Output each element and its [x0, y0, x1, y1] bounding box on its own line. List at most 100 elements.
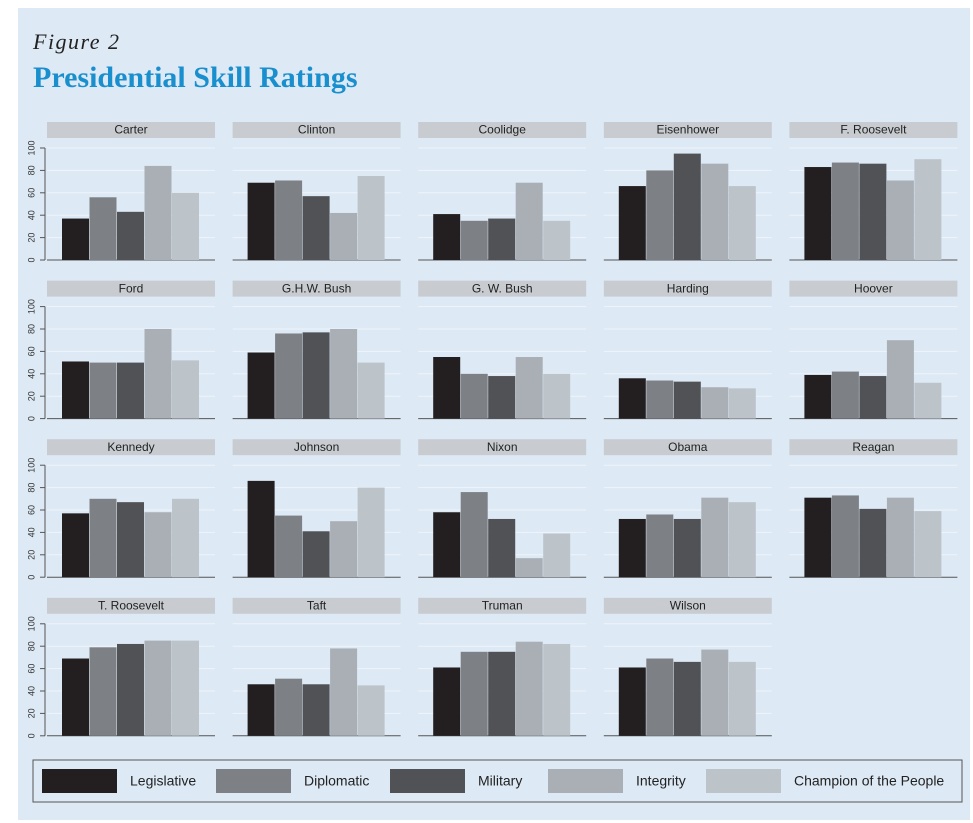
y-tick-label: 100 [26, 299, 36, 314]
y-tick-label: 60 [26, 346, 36, 356]
bar [172, 640, 199, 736]
bar [144, 165, 172, 260]
bar [302, 196, 330, 260]
bar [543, 220, 571, 260]
bar [62, 658, 89, 736]
panel-title: G.H.W. Bush [282, 281, 351, 295]
bar [618, 667, 646, 736]
bar [172, 498, 199, 578]
y-tick-label: 40 [26, 369, 36, 379]
y-tick-label: 0 [26, 575, 36, 580]
legend-label: Diplomatic [304, 773, 369, 789]
bar [618, 186, 646, 260]
panel-title: Wilson [670, 598, 706, 612]
panel-header [603, 280, 772, 297]
y-tick-label: 60 [26, 505, 36, 515]
y-tick-label: 0 [26, 733, 36, 738]
bar [515, 182, 543, 260]
bar [302, 531, 330, 578]
bar [488, 376, 516, 419]
y-tick-label: 100 [26, 458, 36, 473]
panel-title: Carter [114, 123, 147, 137]
panel-header [418, 439, 587, 456]
panel-title: Nixon [487, 440, 518, 454]
bar [275, 515, 303, 578]
bar [914, 511, 942, 578]
y-tick-label: 0 [26, 416, 36, 421]
bar [646, 170, 674, 260]
bar [543, 533, 571, 578]
panel-header [418, 122, 587, 138]
bar [728, 186, 756, 260]
panel-title: Coolidge [479, 123, 527, 137]
panel-header [418, 597, 587, 614]
panel-title: Reagan [852, 440, 894, 454]
figure-label: Figure 2 [32, 29, 121, 54]
bar [701, 649, 729, 736]
y-tick-label: 100 [26, 616, 36, 631]
bar [701, 387, 729, 419]
bar [488, 651, 516, 736]
legend-label: Integrity [636, 773, 686, 789]
panel-header [789, 122, 958, 138]
bar [144, 640, 172, 736]
legend-swatch [216, 769, 291, 793]
bar [831, 495, 859, 578]
bar [515, 641, 543, 736]
y-tick-label: 40 [26, 210, 36, 220]
panel-header [603, 122, 772, 138]
panel-header [603, 597, 772, 614]
bar [302, 684, 330, 736]
bar [831, 162, 859, 260]
panel-header [232, 122, 401, 138]
legend-box [32, 759, 963, 803]
bar [804, 497, 832, 578]
panel-title: Kennedy [107, 440, 154, 454]
bar [117, 362, 144, 419]
bar [646, 658, 674, 736]
bar [804, 167, 832, 260]
y-tick-label: 80 [26, 165, 36, 175]
y-tick-label: 20 [26, 391, 36, 401]
panel-title: Obama [668, 440, 708, 454]
bar [330, 329, 358, 419]
bar [673, 381, 701, 419]
y-tick-label: 20 [26, 708, 36, 718]
bar [433, 667, 461, 736]
bar [914, 382, 942, 419]
bar [357, 176, 385, 260]
bar [859, 163, 887, 260]
bar [117, 502, 144, 578]
bar [89, 498, 117, 578]
bar [460, 220, 488, 260]
legend-swatch [706, 769, 781, 793]
panel-header [418, 280, 587, 297]
bar [275, 333, 303, 419]
panel-title: Clinton [298, 123, 335, 137]
panel-title: Harding [667, 281, 709, 295]
y-tick-label: 60 [26, 664, 36, 674]
panel-header [232, 597, 401, 614]
panel-title: Johnson [294, 440, 339, 454]
bar [433, 357, 461, 419]
bar [330, 521, 358, 578]
y-tick-label: 80 [26, 324, 36, 334]
bar [488, 218, 516, 260]
y-tick-label: 20 [26, 550, 36, 560]
bar [886, 340, 914, 419]
y-tick-label: 100 [26, 140, 36, 155]
bar [618, 518, 646, 578]
bar [89, 362, 117, 419]
y-tick-label: 60 [26, 188, 36, 198]
bar [618, 378, 646, 419]
panel-header [47, 122, 215, 138]
bar [728, 502, 756, 578]
bar [275, 180, 303, 260]
bar [62, 513, 89, 578]
panel-header [47, 439, 215, 456]
panel-title: F. Roosevelt [840, 123, 907, 137]
legend-label: Military [478, 773, 522, 789]
bar [89, 197, 117, 260]
chart-title: Presidential Skill Ratings [33, 61, 358, 94]
bar [673, 153, 701, 260]
